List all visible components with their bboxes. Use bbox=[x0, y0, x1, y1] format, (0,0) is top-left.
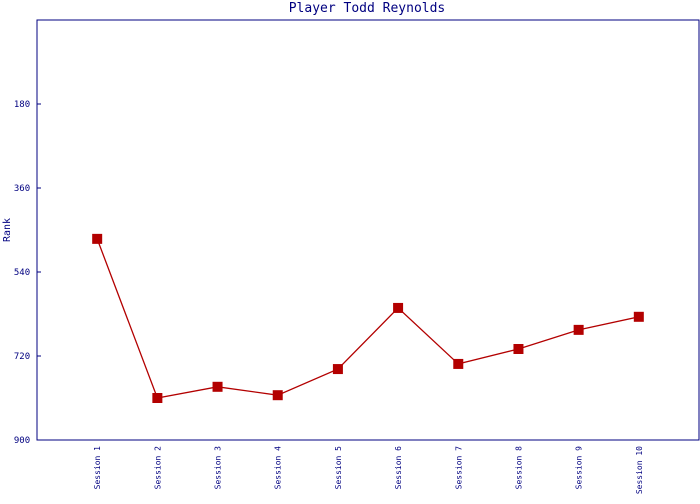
point-marker bbox=[573, 324, 584, 335]
y-tick-label: 180 bbox=[14, 100, 30, 110]
y-tick-label: 720 bbox=[14, 352, 30, 362]
x-tick-label: Session 10 bbox=[635, 446, 644, 494]
point-marker bbox=[152, 393, 163, 403]
point-marker bbox=[453, 358, 464, 369]
plot-frame bbox=[36, 19, 700, 441]
x-tick-label: Session 2 bbox=[153, 446, 162, 490]
x-tick-label: Session 4 bbox=[274, 446, 283, 490]
chart-title: Player Todd Reynolds bbox=[289, 1, 446, 16]
x-tick-label: Session 9 bbox=[575, 446, 584, 490]
x-tick-label: Session 3 bbox=[214, 446, 223, 490]
y-axis-label: Rank bbox=[2, 218, 13, 242]
x-tick-label: Session 6 bbox=[394, 446, 403, 490]
point-marker bbox=[513, 344, 524, 354]
y-tick-label: 540 bbox=[14, 268, 30, 278]
y-tick-label: 900 bbox=[14, 436, 30, 446]
point-marker bbox=[393, 302, 404, 313]
point-marker bbox=[332, 364, 343, 375]
point-marker bbox=[212, 381, 223, 392]
point-marker bbox=[633, 311, 644, 322]
x-tick-label: Session 7 bbox=[454, 446, 463, 490]
x-tick-label: Session 1 bbox=[93, 446, 102, 490]
y-tick-label: 360 bbox=[14, 184, 30, 194]
point-marker bbox=[272, 390, 283, 401]
x-tick-label: Session 5 bbox=[334, 446, 343, 490]
point-marker bbox=[92, 233, 103, 244]
x-tick-label: Session 8 bbox=[514, 446, 523, 490]
series-line bbox=[96, 238, 639, 399]
